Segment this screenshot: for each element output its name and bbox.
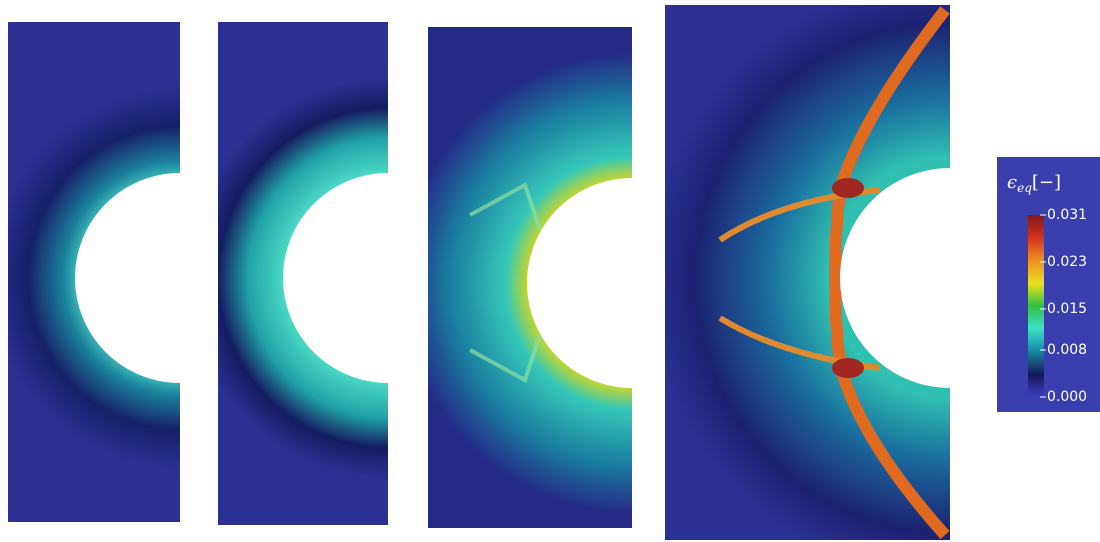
colorbar-tick-label: 0.000	[1047, 389, 1087, 405]
panel-2	[218, 22, 388, 525]
colorbar-tick-label: 0.008	[1047, 342, 1087, 358]
panel-4	[665, 5, 950, 540]
colorbar: ϵeq[−] 0.031 0.023 0.015 0.008 0.000	[997, 157, 1100, 412]
colorbar-tick-label: 0.015	[1047, 301, 1087, 317]
colorbar-tick-label: 0.031	[1047, 207, 1087, 223]
colorbar-label: ϵeq[−]	[1007, 172, 1061, 195]
colorbar-gradient	[1028, 215, 1044, 397]
panel-1	[8, 22, 180, 522]
panel-3	[428, 27, 632, 528]
colorbar-tick-label: 0.023	[1047, 254, 1087, 270]
